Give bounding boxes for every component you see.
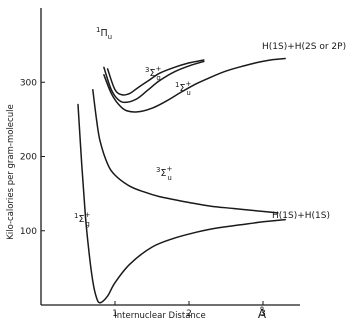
series-label-4: 1Πu	[96, 26, 112, 41]
x-tick-label-3: 3	[260, 309, 266, 319]
asymptote-label-lower: H(1S)+H(1S)	[272, 211, 330, 221]
series-label-1: 3Σ+ u	[156, 165, 172, 182]
y-tick-label-100: 100	[20, 227, 37, 237]
y-tick-label-300: 300	[20, 78, 37, 88]
x-axis-label: Internuclear Distance	[114, 311, 205, 321]
series-label-0: 1Σ+ g	[74, 211, 90, 228]
series-label-3: 3Σ+ g	[145, 65, 161, 82]
asymptote-label-upper: H(1S)+H(2S or 2P)	[262, 42, 346, 52]
labels: 1Σ+ g 3Σ+ u 1Σ+ u 3Σ+ g 1Πu	[74, 26, 191, 228]
series-label-2: 1Σ+ u	[175, 80, 191, 97]
x-tick-label-2: 2	[186, 309, 192, 319]
curves	[77, 57, 286, 304]
x-tick-label-1: 1	[112, 309, 118, 319]
series-line-0	[77, 103, 286, 304]
axes	[40, 8, 300, 306]
y-tick-label-200: 200	[20, 153, 37, 163]
series-line-4	[106, 59, 205, 96]
y-axis-label: Kilo-calories per gram-molecule	[6, 104, 16, 239]
series-line-1	[92, 88, 279, 214]
x-axis-unit: Å	[258, 306, 267, 321]
series-line-2	[103, 57, 286, 113]
ticks: 1 2 3 100 200 300	[20, 78, 266, 319]
series-line-3	[103, 60, 205, 104]
